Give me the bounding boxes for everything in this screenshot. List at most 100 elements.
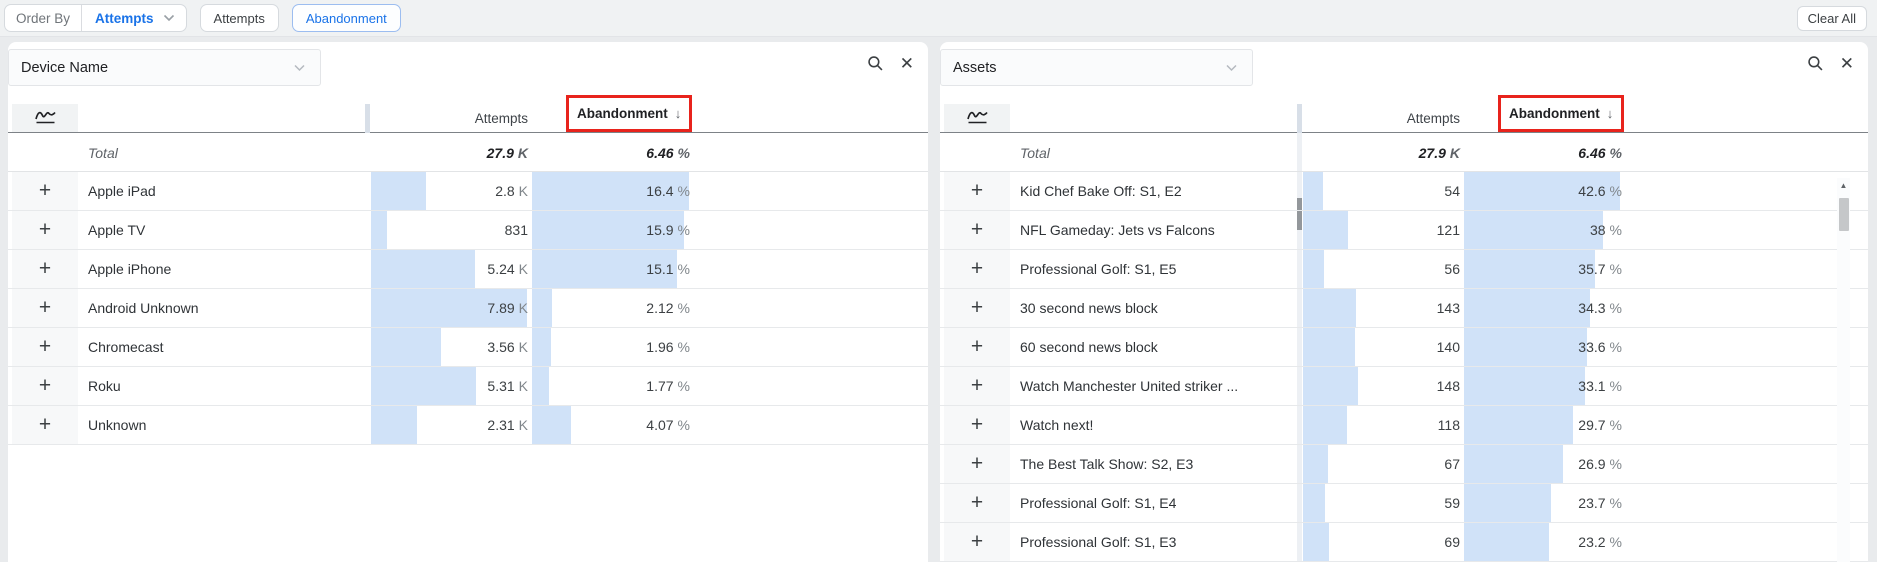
expand-row-button[interactable]: + — [12, 406, 78, 444]
abandonment-column-header-annotated[interactable]: Abandonment ↓ — [566, 95, 693, 132]
attempts-column-header[interactable]: Attempts — [474, 110, 528, 126]
expand-row-button[interactable]: + — [944, 289, 1010, 327]
total-label: Total — [88, 144, 118, 161]
close-icon[interactable]: ✕ — [899, 54, 914, 73]
row-name: Apple iPhone — [88, 261, 172, 277]
expand-row-button[interactable]: + — [12, 172, 78, 210]
attempts-value: 143 — [1436, 300, 1460, 316]
abandonment-bar — [1464, 367, 1585, 405]
abandonment-value: 23.2% — [1578, 534, 1622, 550]
row-name: Apple iPad — [88, 183, 156, 199]
expand-row-button[interactable]: + — [944, 172, 1010, 210]
expand-row-button[interactable]: + — [944, 367, 1010, 405]
attempts-bar — [371, 406, 417, 444]
abandonment-column-header-annotated[interactable]: Abandonment ↓ — [1498, 95, 1625, 132]
vertical-scrollbar[interactable]: ▲ — [1837, 178, 1850, 562]
row-name: Professional Golf: S1, E3 — [1020, 534, 1177, 550]
table-row[interactable]: + Unknown 2.31 K 4.07% — [8, 406, 928, 445]
close-icon[interactable]: ✕ — [1839, 54, 1854, 73]
expand-row-button[interactable]: + — [944, 328, 1010, 366]
abandonment-bar — [1464, 484, 1551, 522]
attempts-bar — [1303, 406, 1347, 444]
table-row[interactable]: +60 second news block 140 33.6% — [940, 328, 1868, 367]
chart-toggle-cell[interactable] — [944, 104, 1010, 132]
abandonment-bar — [1464, 445, 1563, 483]
abandonment-bar — [1464, 406, 1573, 444]
attempts-value: 7.89 K — [487, 300, 528, 316]
row-name: Kid Chef Bake Off: S1, E2 — [1020, 183, 1182, 199]
attempts-bar — [371, 250, 475, 288]
expand-row-button[interactable]: + — [12, 289, 78, 327]
toolbar: Order By Attempts Attempts Abandonment Cl… — [0, 0, 1877, 37]
abandonment-value: 16.4% — [646, 183, 690, 199]
chevron-down-icon — [293, 64, 306, 72]
abandonment-bar — [1464, 172, 1620, 210]
attempts-column-header[interactable]: Attempts — [1406, 110, 1460, 126]
chart-toggle-cell[interactable] — [12, 104, 78, 132]
table-row[interactable]: + Professional Golf: S1, E5 56 35.7% — [940, 250, 1868, 289]
search-icon[interactable] — [1807, 55, 1824, 72]
table-header-row: Attempts — [8, 104, 928, 133]
row-name: Chromecast — [88, 339, 164, 355]
panel-actions: ✕ — [867, 55, 914, 72]
table-row[interactable]: + The Best Talk Show: S2, E3 67 26.9% — [940, 445, 1868, 484]
order-by-control[interactable]: Order By Attempts — [4, 4, 187, 32]
attempts-value: 69 — [1444, 534, 1460, 550]
attempts-bar — [1303, 367, 1358, 405]
abandonment-bar — [1464, 250, 1595, 288]
dimension-select-assets[interactable]: Assets — [940, 49, 1253, 86]
table-row[interactable]: + Professional Golf: S1, E4 59 23.7% — [940, 484, 1868, 523]
abandonment-value: 38% — [1589, 222, 1622, 238]
scrollbar-up-arrow-icon[interactable]: ▲ — [1839, 181, 1848, 190]
attempts-bar — [371, 328, 441, 366]
abandonment-value: 1.96% — [646, 339, 690, 355]
expand-row-button[interactable]: + — [944, 211, 1010, 249]
search-icon[interactable] — [867, 55, 884, 72]
table-row[interactable]: +30 second news block 143 34.3% — [940, 289, 1868, 328]
attempts-value: 54 — [1444, 183, 1460, 199]
scrollbar-thumb[interactable] — [1838, 198, 1849, 231]
row-name: Android Unknown — [88, 300, 199, 316]
table-row[interactable]: + Android Unknown 7.89 K 2.12% — [8, 289, 928, 328]
metric-chip-abandonment[interactable]: Abandonment — [291, 4, 401, 32]
attempts-value: 2.31 K — [487, 417, 528, 433]
name-column-scrollbar-thumb[interactable] — [1297, 198, 1302, 230]
expand-row-button[interactable]: + — [944, 250, 1010, 288]
order-by-selected-value[interactable]: Attempts — [95, 10, 154, 26]
abandonment-value: 33.6% — [1578, 339, 1622, 355]
total-row: Total 27.9 K 6.46% — [8, 134, 928, 172]
dimension-select-device-name[interactable]: Device Name — [8, 49, 321, 86]
attempts-bar — [1303, 250, 1324, 288]
table-row[interactable]: + Apple iPhone 5.24 K 15.1% — [8, 250, 928, 289]
row-name: Unknown — [88, 417, 147, 433]
clear-all-button[interactable]: Clear All — [1796, 5, 1867, 31]
table-row[interactable]: + Professional Golf: S1, E3 69 23.2% — [940, 523, 1868, 562]
assets-panel: Assets ✕ Attempts Abandonment ↓ Total 27… — [940, 42, 1868, 562]
table-row[interactable]: + Apple TV 831 15.9% — [8, 211, 928, 250]
table-row[interactable]: + Apple iPad 2.8 K 16.4% — [8, 172, 928, 211]
name-column-scrollbar-track[interactable] — [1297, 133, 1302, 562]
row-name: Watch next! — [1020, 417, 1094, 433]
table-row[interactable]: + Chromecast 3.56 K 1.96% — [8, 328, 928, 367]
expand-row-button[interactable]: + — [12, 328, 78, 366]
expand-row-button[interactable]: + — [944, 445, 1010, 483]
table-row[interactable]: + NFL Gameday: Jets vs Falcons 121 38% — [940, 211, 1868, 250]
abandonment-value: 33.1% — [1578, 378, 1622, 394]
table-row[interactable]: + Kid Chef Bake Off: S1, E2 54 42.6% — [940, 172, 1868, 211]
expand-row-button[interactable]: + — [12, 250, 78, 288]
abandonment-value: 23.7% — [1578, 495, 1622, 511]
table-row[interactable]: + Watch next! 118 29.7% — [940, 406, 1868, 445]
metric-chip-attempts[interactable]: Attempts — [199, 4, 279, 32]
expand-row-button[interactable]: + — [944, 406, 1010, 444]
expand-row-button[interactable]: + — [944, 523, 1010, 561]
attempts-bar — [371, 367, 476, 405]
expand-row-button[interactable]: + — [12, 211, 78, 249]
waveform-chart-icon — [965, 107, 990, 130]
table-row[interactable]: + Roku 5.31 K 1.77% — [8, 367, 928, 406]
table-row[interactable]: + Watch Manchester United striker ... 148 3… — [940, 367, 1868, 406]
expand-row-button[interactable]: + — [12, 367, 78, 405]
table-body: + Kid Chef Bake Off: S1, E2 54 42.6% + NFL Ga… — [940, 172, 1868, 562]
expand-row-button[interactable]: + — [944, 484, 1010, 522]
attempts-bar — [1303, 445, 1328, 483]
sort-descending-icon: ↓ — [1606, 106, 1614, 121]
